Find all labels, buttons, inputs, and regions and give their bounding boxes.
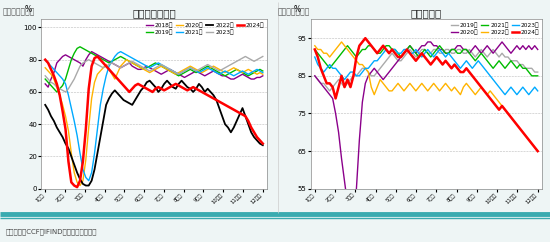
Y-axis label: %: % [293, 5, 300, 14]
Text: 图：聚酯开工率: 图：聚酯开工率 [278, 7, 310, 16]
Text: 资料来源：CCF、IFIND、新湖期货研究所: 资料来源：CCF、IFIND、新湖期货研究所 [6, 228, 97, 235]
Title: 江浙织机开工率: 江浙织机开工率 [132, 8, 176, 19]
Legend: 2019年, 2020年, 2021年, 2022年, 2023年, 2024年: 2019年, 2020年, 2021年, 2022年, 2023年, 2024年 [451, 22, 539, 35]
Y-axis label: %: % [24, 5, 31, 14]
Legend: 2018年, 2019年, 2020年, 2021年, 2022年, 2023年, 2024年: 2018年, 2019年, 2020年, 2021年, 2022年, 2023年… [146, 22, 264, 35]
Text: 图：织造开工率: 图：织造开工率 [3, 7, 35, 16]
Title: 聚酯开工率: 聚酯开工率 [411, 8, 442, 19]
